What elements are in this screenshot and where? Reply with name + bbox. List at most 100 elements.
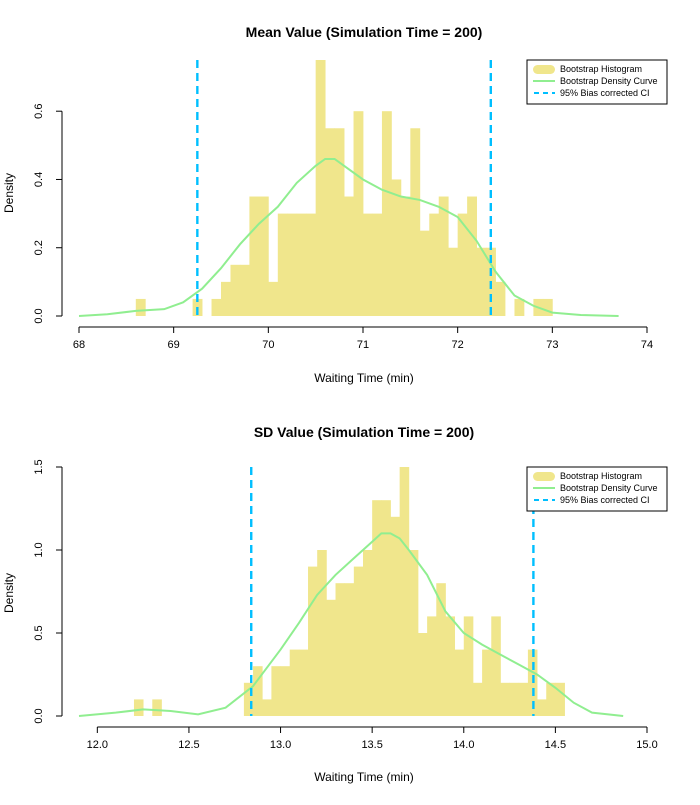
histogram-bar — [454, 649, 465, 716]
x-tick-label: 14.5 — [545, 739, 566, 751]
histogram-bar — [419, 230, 430, 316]
x-tick-label: 12.0 — [87, 739, 108, 751]
legend-label: Bootstrap Density Curve — [560, 76, 658, 86]
histogram-bar — [280, 666, 291, 716]
histogram-bar — [417, 633, 428, 716]
histogram-bar — [390, 516, 401, 716]
histogram-bar — [296, 213, 307, 316]
histogram-bar — [262, 699, 272, 716]
histogram-bar — [230, 264, 241, 316]
legend: Bootstrap Histogram Bootstrap Density Cur… — [526, 59, 668, 105]
histogram-bar — [391, 179, 402, 316]
histogram-bar — [249, 196, 260, 316]
density-curve — [78, 532, 624, 717]
histogram-bar — [334, 128, 345, 316]
y-tick-label: 0.5 — [33, 625, 45, 640]
chart-title: Mean Value (Simulation Time = 200) — [246, 24, 483, 40]
x-tick-label: 72 — [452, 339, 464, 351]
histogram-bar — [438, 196, 449, 316]
histogram-bar — [335, 583, 346, 716]
histogram-bar — [287, 213, 298, 316]
x-tick-label: 12.5 — [178, 739, 199, 751]
histogram-bar — [253, 666, 263, 716]
histogram-bar — [463, 616, 474, 716]
histogram-bar — [353, 566, 364, 716]
histogram-bar — [372, 213, 383, 316]
histogram-bar — [381, 500, 391, 716]
histogram-bar — [325, 128, 335, 316]
histogram-bar — [221, 281, 231, 316]
legend-label: Bootstrap Histogram — [560, 471, 642, 481]
histogram-bar — [135, 298, 146, 316]
x-tick-label: 69 — [168, 339, 180, 351]
histogram-bar — [445, 616, 456, 716]
histogram-bar — [344, 196, 354, 316]
x-axis-label: Waiting Time (min) — [314, 371, 414, 385]
y-tick-label: 0.2 — [33, 240, 45, 255]
histogram-bar — [372, 500, 382, 716]
legend-histogram-swatch — [533, 65, 555, 74]
histogram-bar — [399, 467, 410, 716]
histogram-bar — [495, 281, 506, 316]
histogram-bar — [271, 666, 281, 716]
x-tick-label: 73 — [546, 339, 558, 351]
histogram-bar — [542, 298, 553, 316]
y-tick-label: 1.0 — [33, 542, 45, 557]
histogram-bar — [408, 550, 419, 716]
histogram-bar — [467, 196, 477, 316]
chart-title: SD Value (Simulation Time = 200) — [254, 424, 474, 440]
histogram-bar — [476, 247, 487, 316]
x-tick-label: 74 — [641, 339, 653, 351]
y-tick-label: 0.4 — [33, 172, 45, 187]
y-tick-label: 0.0 — [33, 308, 45, 323]
histogram-bar — [133, 699, 144, 716]
histogram-bar — [239, 264, 250, 316]
legend-label: 95% Bias corrected CI — [560, 88, 650, 98]
histogram-bar — [491, 616, 501, 716]
density-curve — [78, 157, 619, 317]
histogram-bar — [381, 111, 392, 316]
histogram-bar — [317, 550, 327, 716]
histogram-bar — [306, 213, 317, 316]
legend-label: 95% Bias corrected CI — [560, 495, 650, 505]
y-axis-label: Density — [2, 573, 16, 613]
histogram-bar — [363, 213, 373, 316]
histogram-bar — [289, 649, 300, 716]
histogram-bar — [410, 128, 421, 316]
histogram-bar — [436, 583, 446, 716]
histogram-bar — [308, 566, 318, 716]
histogram-bar — [258, 196, 269, 316]
x-tick-label: 13.0 — [270, 739, 291, 751]
histogram-bar — [277, 213, 288, 316]
x-tick-label: 15.0 — [636, 739, 657, 751]
x-axis-label: Waiting Time (min) — [314, 770, 414, 784]
histogram-bar — [500, 682, 510, 716]
histogram-bar — [514, 298, 525, 316]
legend: Bootstrap Histogram Bootstrap Density Cur… — [526, 466, 668, 512]
histogram-bar — [268, 281, 279, 316]
legend-label: Bootstrap Density Curve — [560, 483, 658, 493]
y-tick-label: 0.0 — [33, 708, 45, 723]
histogram-bar — [344, 583, 355, 716]
sd-value-chart: SD Value (Simulation Time = 200) Waiting… — [2, 424, 668, 784]
histogram-bar — [427, 616, 437, 716]
histogram-bar — [509, 682, 520, 716]
legend-histogram-swatch — [533, 472, 555, 481]
y-tick-label: 0.6 — [33, 104, 45, 119]
x-tick-label: 68 — [73, 339, 85, 351]
histogram-bar — [211, 298, 222, 316]
histogram-bar — [326, 599, 336, 716]
histogram-bar — [482, 649, 492, 716]
histogram-bar — [315, 60, 326, 316]
histogram-bar — [472, 682, 483, 716]
histogram-bar — [152, 699, 162, 716]
histogram-bar — [298, 649, 309, 716]
y-tick-label: 1.5 — [33, 459, 45, 474]
mean-value-chart: Mean Value (Simulation Time = 200) Waiti… — [2, 24, 668, 385]
histogram-bar — [448, 247, 459, 316]
x-tick-label: 13.5 — [361, 739, 382, 751]
histogram-bar — [546, 682, 556, 716]
histogram-bar — [400, 196, 411, 316]
